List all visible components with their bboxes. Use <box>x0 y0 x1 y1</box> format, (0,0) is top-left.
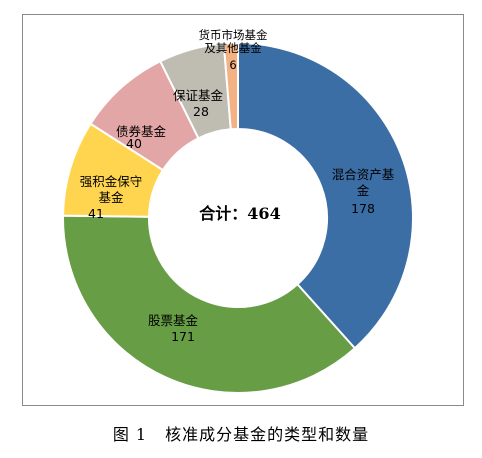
figure-title: 核准成分基金的类型和数量 <box>165 425 370 444</box>
slice-label-2: 强积金保守基金 <box>80 174 143 205</box>
slice-label-4: 保证基金 <box>173 88 224 103</box>
chart-frame: 混合资产基金 178 股票基金 171 强积金保守基金 41 债券基金 40 保证基金 28 货币市… <box>22 14 464 406</box>
slice-label-5: 货币市场基金及其他基金 <box>199 28 268 55</box>
slice-value-5: 6 <box>229 58 236 72</box>
slice-value-0: 178 <box>351 201 375 216</box>
slice-value-3: 40 <box>126 136 142 151</box>
donut-slice-1 <box>62 214 357 394</box>
donut-slice-0 <box>237 41 414 350</box>
figure-number: 图 1 <box>112 425 148 444</box>
slice-label-0: 混合资产基金 <box>332 167 395 198</box>
donut-slice-5 <box>222 41 239 131</box>
slice-label-1: 股票基金 <box>148 313 199 328</box>
donut-center-total: 合计：464 <box>199 204 280 223</box>
slice-label-3: 债券基金 <box>116 124 167 139</box>
slice-value-2: 41 <box>88 206 104 221</box>
slice-value-1: 171 <box>171 329 195 344</box>
slice-value-4: 28 <box>193 104 209 119</box>
figure-caption: 图 1 核准成分基金的类型和数量 <box>0 421 482 445</box>
